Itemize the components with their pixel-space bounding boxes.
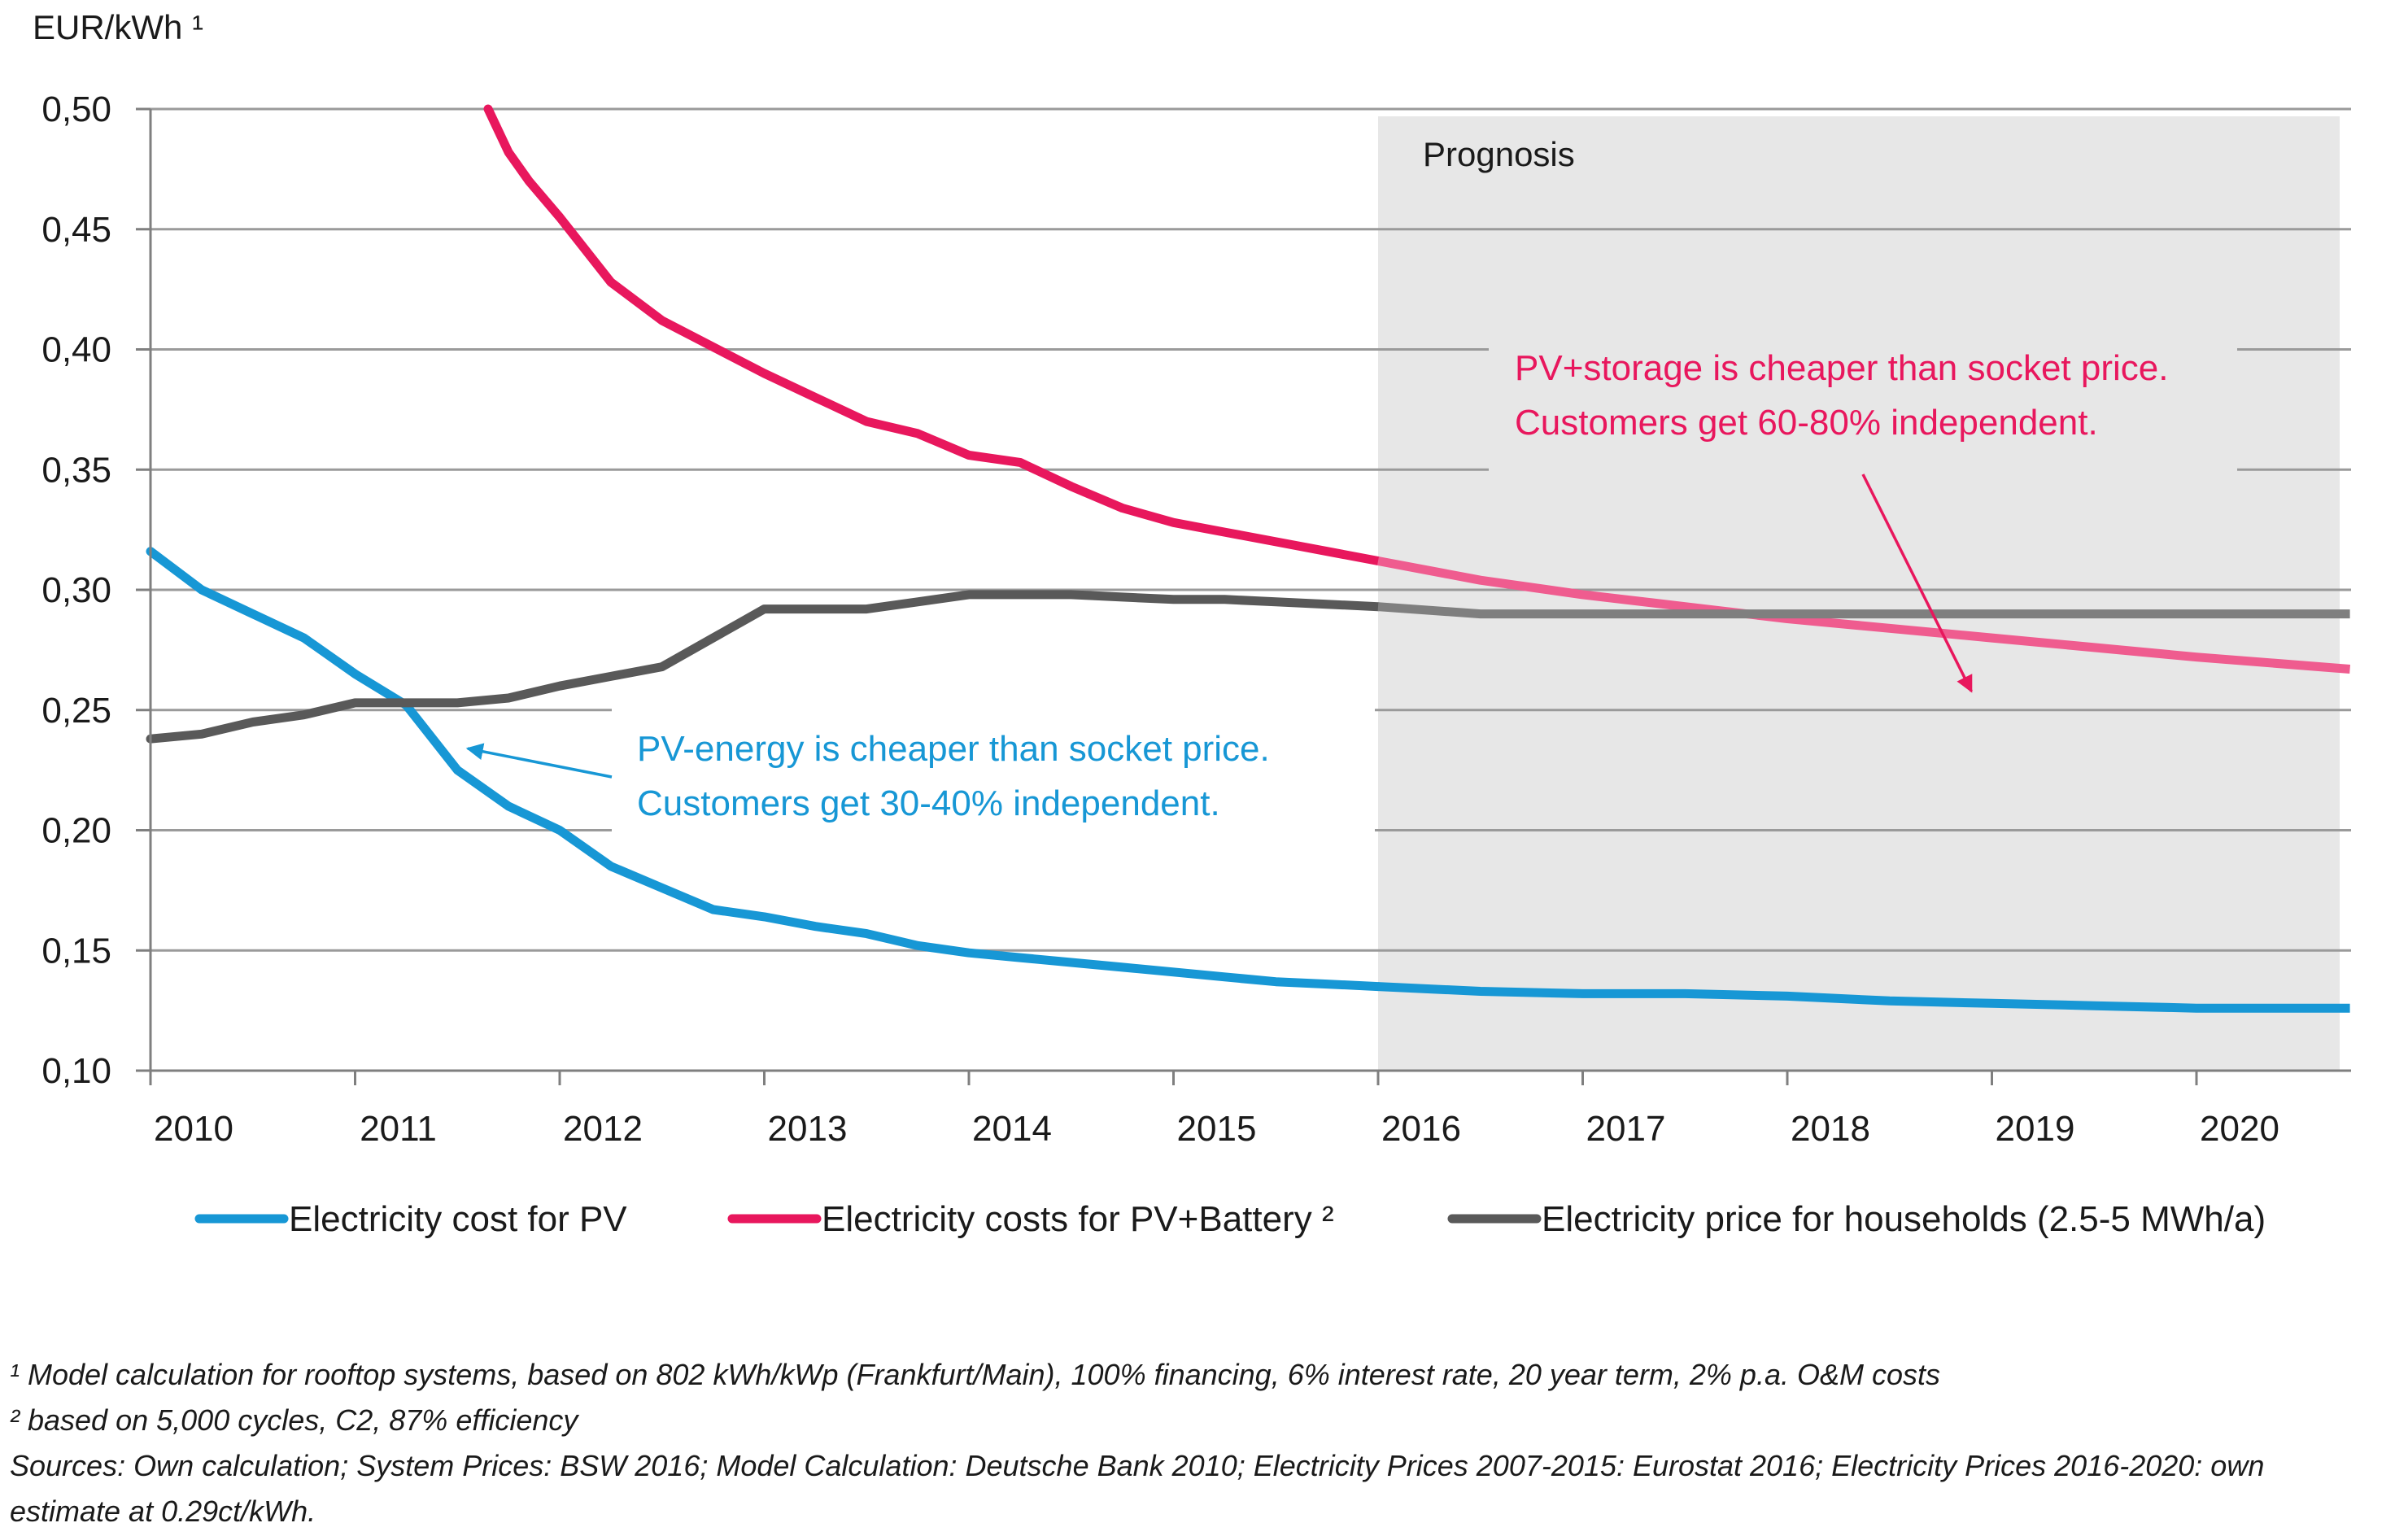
y-tick-label: 0,15 xyxy=(41,931,111,971)
x-tick-label: 2015 xyxy=(1177,1109,1257,1149)
y-tick-label: 0,50 xyxy=(41,89,111,129)
footnote-sources-cont: estimate at 0.29ct/kWh. xyxy=(10,1495,316,1528)
y-tick-label: 0,25 xyxy=(41,691,111,731)
series-line-2 xyxy=(483,104,1383,565)
annotation-storage-line-1: PV+storage is cheaper than socket price. xyxy=(1515,348,2168,388)
legend-label-3: Electricity price for households (2.5-5 … xyxy=(1542,1199,2266,1239)
y-tick-label: 0,20 xyxy=(41,811,111,851)
x-tick-label: 2019 xyxy=(1996,1109,2075,1149)
y-tick-label: 0,30 xyxy=(41,570,111,610)
annotation-pv-line-1: PV-energy is cheaper than socket price. xyxy=(637,729,1270,769)
annotation-storage-arrow xyxy=(1861,473,1973,693)
annotation-pv-arrow xyxy=(465,743,613,779)
legend-label-1: Electricity cost for PV xyxy=(289,1199,627,1239)
x-tick-label: 2012 xyxy=(563,1109,643,1149)
x-tick-label: 2010 xyxy=(154,1109,233,1149)
y-tick-label: 0,35 xyxy=(41,450,111,490)
series-line-1-prognosis xyxy=(1377,982,2350,1013)
y-tick-label: 0,40 xyxy=(41,330,111,370)
prognosis-label: Prognosis xyxy=(1423,135,1575,173)
footnotes: ¹ Model calculation for rooftop systems,… xyxy=(10,1352,2401,1534)
y-axis-unit-label: EUR/kWh ¹ xyxy=(33,8,203,46)
footnote-2: ² based on 5,000 cycles, C2, 87% efficie… xyxy=(10,1403,578,1437)
footnote-1: ¹ Model calculation for rooftop systems,… xyxy=(10,1358,1941,1391)
legend-label-2: Electricity costs for PV+Battery ² xyxy=(822,1199,1334,1239)
x-tick-label: 2011 xyxy=(360,1109,437,1149)
annotation-pv-line-2: Customers get 30-40% independent. xyxy=(637,783,1220,823)
x-tick-label: 2018 xyxy=(1791,1109,1870,1149)
series-line-2-prognosis xyxy=(1376,556,2351,674)
x-tick-label: 2017 xyxy=(1586,1109,1666,1149)
x-tick-label: 2013 xyxy=(768,1109,848,1149)
prognosis-region xyxy=(1378,116,2340,1071)
footnote-sources: Sources: Own calculation; System Prices:… xyxy=(10,1449,2265,1482)
series-line-1 xyxy=(146,547,1383,992)
y-tick-label: 0,10 xyxy=(41,1051,111,1091)
series-line-3-prognosis xyxy=(1377,602,2350,619)
x-tick-label: 2016 xyxy=(1381,1109,1461,1149)
x-tick-label: 2014 xyxy=(972,1109,1052,1149)
x-tick-label: 2020 xyxy=(2200,1109,2279,1149)
annotation-storage-line-2: Customers get 60-80% independent. xyxy=(1515,403,2098,443)
y-tick-label: 0,45 xyxy=(41,210,111,250)
series-line-3 xyxy=(146,590,1383,744)
line-chart: Prognosis PV-energy is cheaper than sock… xyxy=(33,8,2351,1239)
